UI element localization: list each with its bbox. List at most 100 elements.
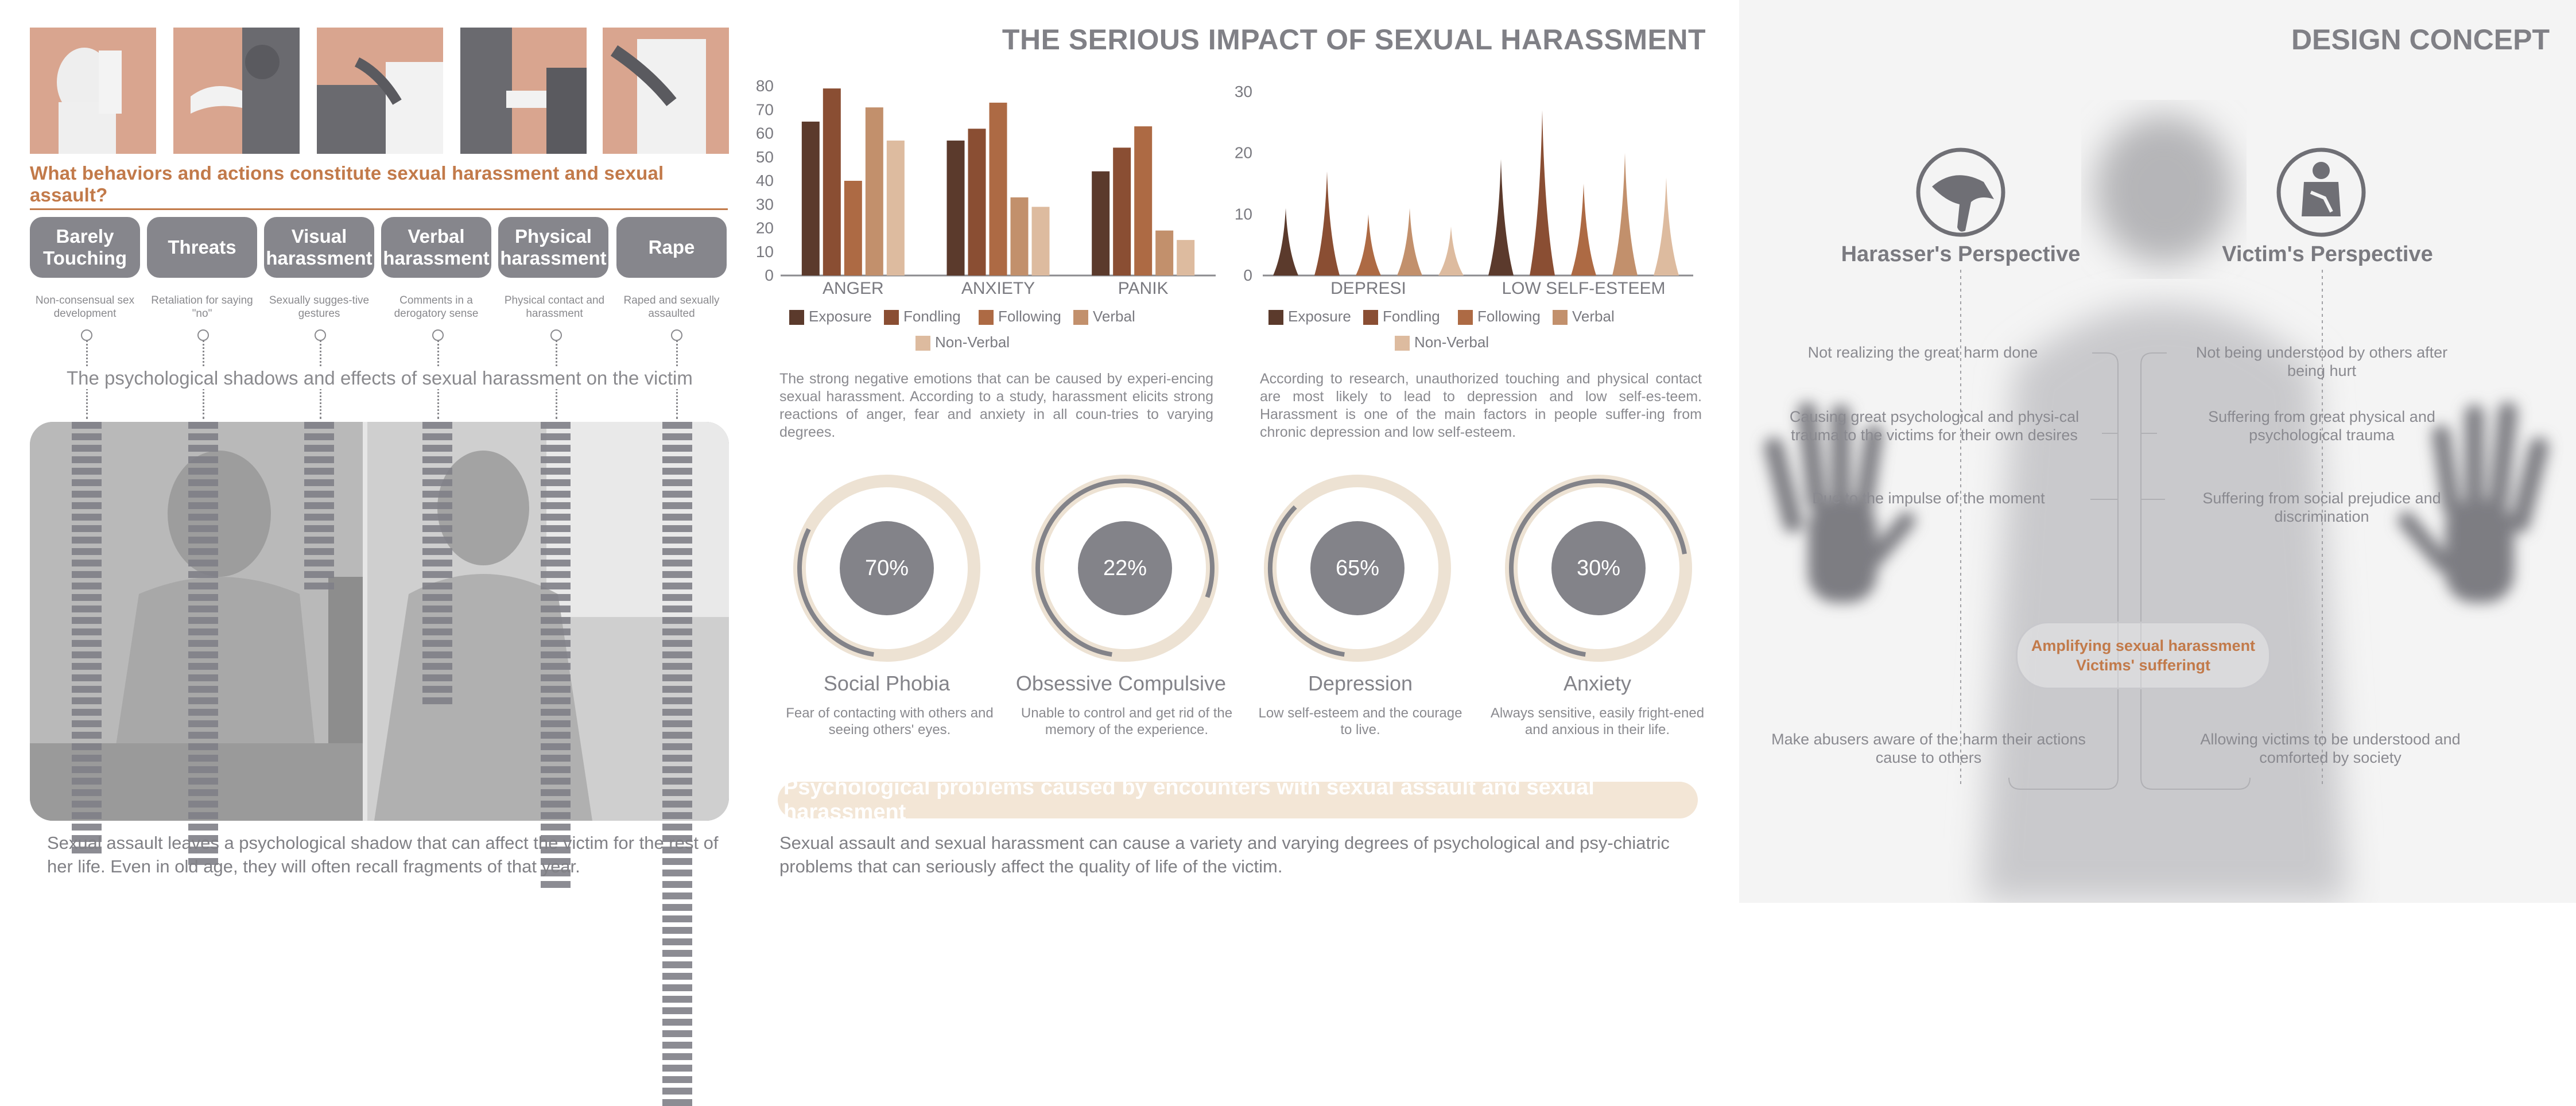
x-tick-label: PANIK: [1118, 279, 1169, 298]
bar: [1092, 171, 1110, 275]
legend-swatch: [1553, 310, 1568, 325]
y-tick-label: 60: [756, 125, 774, 142]
spike: [1571, 184, 1596, 275]
category-desc: Retaliation for saying "no": [151, 294, 253, 320]
depression-spike-chart: 0 10 20 30 DEPRESI LOW SELF-ESTEEM Exposure Fon…: [1235, 83, 1693, 351]
harasser-point: Not realizing the great harm done: [1807, 344, 2038, 361]
x-tick-label: LOW SELF-ESTEEM: [1502, 279, 1665, 298]
ring-desc: Low self-esteem and the courage to live.: [1258, 705, 1462, 738]
harassment-photo-1: [30, 28, 156, 154]
victim-point: Suffering from great physical and psycho…: [2208, 408, 2435, 444]
legend-swatch: [915, 336, 930, 351]
bar: [801, 121, 820, 275]
harasser-point: Causing great psychological and physi-ca…: [1789, 408, 2080, 444]
amplifying-suffering-node: Amplifying sexual harassment Victims' su…: [2016, 622, 2271, 689]
spike: [1438, 226, 1464, 275]
x-tick-label: ANGER: [823, 279, 884, 298]
y-tick-label: 50: [756, 148, 774, 166]
connector-node: [315, 329, 326, 341]
ring-desc: Always sensitive, easily fright-ened and…: [1490, 705, 1705, 738]
category-desc: Comments in a derogatory sense: [394, 294, 479, 320]
legend-swatch: [1268, 310, 1283, 325]
category-verbal-harassment: Verbal harassment: [381, 217, 491, 278]
category-threats: Threats: [147, 217, 257, 278]
bar: [968, 129, 986, 275]
ring-social-phobia: 70%: [792, 474, 981, 663]
elderly-woman-photo: [30, 422, 729, 821]
category-desc: Raped and sexually assaulted: [623, 294, 720, 320]
legend-label: Exposure: [809, 308, 872, 325]
legend-label: Non-Verbal: [935, 333, 1010, 351]
left-panel: What behaviors and actions constitute se…: [0, 0, 740, 1106]
victim-point: Not being understood by others after bei…: [2195, 344, 2448, 379]
y-tick-label: 20: [756, 219, 774, 237]
harassment-photo-4: [460, 28, 587, 154]
harasser-point: Due to the impulse of the moment: [1812, 490, 2045, 507]
category-barely-touching: Barely Touching: [30, 217, 140, 278]
spike: [1314, 171, 1340, 275]
spike: [1488, 159, 1514, 275]
middle-caption: Sexual assault and sexual harassment can…: [779, 833, 1670, 876]
shadow-figure-illustration: [1764, 115, 2549, 901]
ring-arc: [797, 528, 874, 657]
x-tick-label: DEPRESI: [1330, 279, 1406, 298]
legend-swatch: [1073, 310, 1088, 325]
legend-swatch: [979, 310, 994, 325]
connector-node: [550, 329, 562, 341]
legend-label: Fondling: [1383, 308, 1440, 325]
effect-bar-stack: [541, 422, 571, 888]
victim-perspective-label: Victim's Perspective: [2222, 242, 2433, 266]
spike: [1397, 208, 1422, 275]
ring-arc: [1509, 479, 1687, 657]
y-tick-label: 70: [756, 100, 774, 118]
middle-panel: THE SERIOUS IMPACT OF SEXUAL HARASSMENT: [740, 0, 1739, 903]
impact-title: THE SERIOUS IMPACT OF SEXUAL HARASSMENT: [1002, 24, 1706, 56]
emotion-bar-chart: 0 10 20 30 40 50 60 70 80 ANGER ANXIETY PANIK Exposu…: [756, 77, 1216, 351]
spike: [1356, 214, 1381, 275]
category-visual-harassment: Visual harassment: [264, 217, 374, 278]
legend-label: Verbal: [1093, 308, 1135, 325]
category-rape: Rape: [616, 217, 727, 278]
design-concept-title: DESIGN CONCEPT: [2291, 24, 2550, 56]
connector-node: [81, 329, 92, 341]
category-desc: Non-consensual sex development: [35, 294, 135, 320]
design-concept-panel: DESIGN CONCEPT Harasser's Perspective Vi…: [1739, 0, 2576, 903]
spike: [1612, 153, 1638, 275]
effect-bar-stack: [422, 422, 452, 704]
ring-anxiety: 30%: [1504, 474, 1693, 663]
ring-desc: Fear of contacting with others and seein…: [786, 705, 994, 738]
ring-label: Obsessive Compulsive: [1015, 672, 1227, 695]
shadow-title: The psychological shadows and effects of…: [63, 367, 696, 389]
bar: [1134, 126, 1153, 275]
legend-label: Exposure: [1288, 308, 1351, 325]
harassment-photo-2: [173, 28, 300, 154]
psych-problems-banner: Psychological problems caused by encount…: [778, 775, 1698, 824]
harasser-point: Make abusers aware of the harm their act…: [1771, 731, 2086, 766]
y-tick-label: 0: [765, 266, 774, 284]
bar: [886, 140, 905, 275]
y-tick-label: 30: [1235, 83, 1252, 100]
effect-bar-stack: [304, 422, 334, 589]
bar: [844, 181, 862, 275]
category-physical-harassment: Physical harassment: [498, 217, 608, 278]
ring-value: 30%: [1577, 556, 1620, 580]
behaviors-question: What behaviors and actions constitute se…: [30, 162, 728, 210]
x-tick-label: ANXIETY: [961, 279, 1035, 298]
bar: [946, 140, 965, 275]
left-caption: Sexual assault leaves a psychological sh…: [47, 833, 719, 876]
ring-depression: 65%: [1263, 474, 1452, 663]
legend-swatch: [1395, 336, 1410, 351]
y-tick-label: 30: [756, 195, 774, 213]
category-desc: Physical contact and harassment: [504, 294, 605, 320]
emotion-description: The strong negative emotions that can be…: [779, 371, 1213, 440]
bar: [1113, 148, 1131, 275]
effect-bar-stack: [72, 422, 102, 853]
ring-value: 22%: [1103, 556, 1147, 580]
bar: [1177, 240, 1195, 275]
legend-label: Following: [1477, 308, 1541, 325]
legend-label: Non-Verbal: [1414, 333, 1489, 351]
bar: [1010, 197, 1029, 275]
bar: [1031, 207, 1050, 275]
ring-label: Anxiety: [1563, 672, 1632, 695]
harassment-photo-3: [317, 28, 443, 154]
